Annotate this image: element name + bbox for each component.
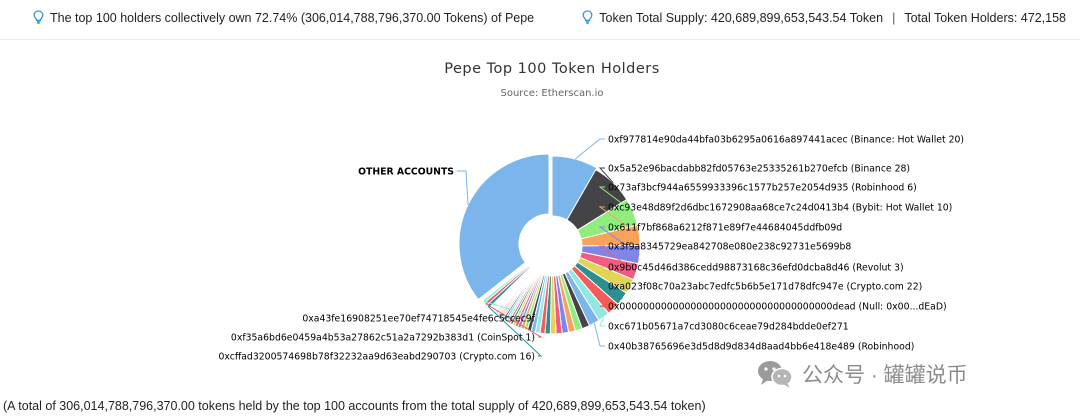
slice-label: 0x3f9a8345729ea842708e080e238c92731e5699… (608, 242, 851, 253)
label-connector (598, 167, 614, 184)
slice-label: OTHER ACCOUNTS (358, 167, 454, 178)
label-connector (598, 285, 623, 300)
chart-subtitle: Source: Etherscan.io (501, 88, 604, 99)
chart-title: Pepe Top 100 Token Holders (444, 61, 660, 77)
top-holders-summary: The top 100 holders collectively own 72.… (33, 10, 534, 25)
label-connector (457, 170, 469, 205)
label-connector (485, 303, 543, 338)
lightbulb-icon (33, 10, 44, 24)
label-connector (598, 206, 640, 236)
total-holders-text: Total Token Holders: 472,158 (904, 11, 1066, 25)
label-connector (487, 306, 543, 357)
stats-separator: | (892, 11, 896, 25)
label-connector (599, 316, 605, 327)
summary-bar: The top 100 holders collectively own 72.… (0, 0, 1080, 40)
label-connector (598, 266, 631, 287)
total-supply-text: Token Total Supply: 420,689,899,653,543.… (599, 11, 884, 25)
label-connector (599, 305, 614, 310)
slice-label: 0x73af3bcf944a6559933396c1577b257e2054d9… (608, 183, 917, 194)
label-connector (593, 323, 605, 347)
label-connectors (457, 138, 640, 357)
slice-label: 0x40b38765696e3d5d8d9d834d8aad4bb6e418e4… (608, 342, 914, 353)
watermark: 公众号 · 罐罐说币 (756, 358, 968, 390)
slice-label: 0x9b0c45d46d386cedd98873168c36efd0dcba8d… (608, 263, 904, 274)
slice-labels: 0xf977814e90da44bfa03b6295a0616a897441ac… (218, 135, 964, 363)
top-holders-text: The top 100 holders collectively own 72.… (50, 11, 535, 25)
slice-label: 0xc671b05671a7cd3080c6ceae79d284bdde0ef2… (608, 322, 849, 333)
watermark-text: 公众号 · 罐罐说币 (802, 364, 968, 387)
holders-pie-chart: Pepe Top 100 Token Holders Source: Ether… (218, 61, 964, 363)
pie-slices (458, 153, 641, 335)
slice-label: 0xcffad3200574698b78f32232aa9d63eabd2907… (218, 352, 535, 363)
slice-label: 0xc93e48d89f2d6dbc1672908aa68ce7c24d0413… (608, 203, 952, 214)
slice-label: 0xf977814e90da44bfa03b6295a0616a897441ac… (608, 135, 964, 146)
pie-slice[interactable] (551, 155, 598, 221)
lightbulb-icon (582, 10, 593, 24)
slice-label: 0xa023f08c70a23abc7edfc5b6b5e171d78dfc94… (608, 282, 922, 293)
slice-label: 0xa43fe16908251ee70ef74718545e4fe6c5ccec… (302, 314, 535, 325)
wechat-icon (758, 361, 793, 388)
label-connector (483, 301, 542, 319)
label-connector (598, 226, 640, 256)
label-connector (574, 138, 605, 160)
label-connector (598, 186, 634, 213)
slice-label: 0xf35a6bd6e0459a4b53a27862c51a2a7292b383… (231, 333, 535, 344)
label-connector (598, 245, 637, 273)
pie-slice[interactable] (458, 153, 550, 301)
footer-note: (A total of 306,014,788,796,370.00 token… (3, 399, 706, 413)
slice-label: 0x000000000000000000000000000000000000de… (608, 302, 947, 313)
slice-label: 0x5a52e96bacdabb82fd05763e25335261b270ef… (608, 164, 910, 175)
slice-label: 0x611f7bf868a6212f871e89f7e44684045ddfb0… (608, 223, 842, 234)
token-stats: Token Total Supply: 420,689,899,653,543.… (582, 10, 1066, 25)
